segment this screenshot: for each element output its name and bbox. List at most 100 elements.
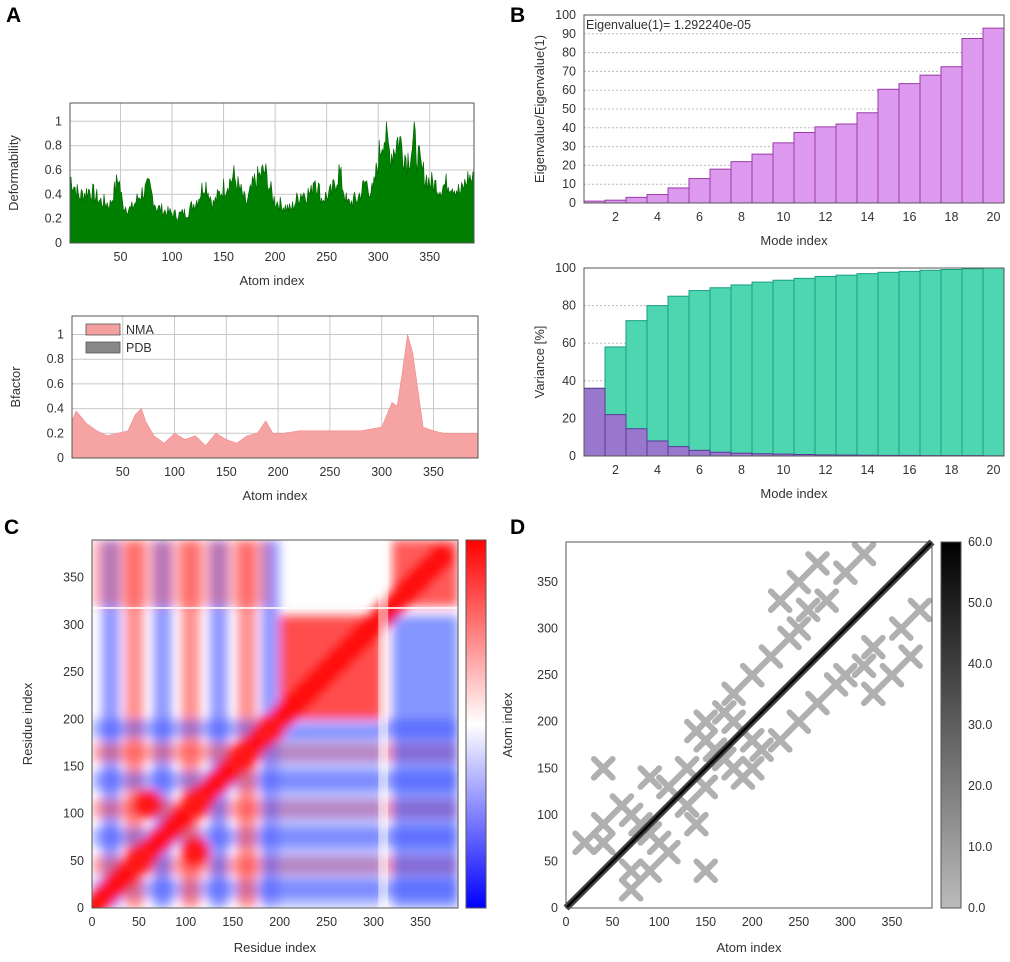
x-tick-label: 6 bbox=[696, 210, 703, 224]
bar bbox=[625, 428, 648, 457]
y-tick-label: 60 bbox=[562, 336, 576, 350]
bar bbox=[793, 132, 816, 204]
bar bbox=[898, 270, 921, 457]
bar bbox=[667, 295, 690, 457]
y-tick-label: 200 bbox=[537, 715, 558, 729]
colorbar-tick-label: 40.0 bbox=[968, 657, 992, 671]
y-tick-label: 80 bbox=[562, 46, 576, 60]
colorbar-tick-label: 0.0 bbox=[968, 901, 985, 915]
y-tick-label: 0.2 bbox=[45, 212, 62, 226]
y-tick-label: 0 bbox=[569, 196, 576, 210]
panel-label-a: A bbox=[6, 4, 21, 27]
bar bbox=[772, 142, 795, 204]
x-tick-label: 18 bbox=[945, 210, 959, 224]
y-axis-label: Eigenvalue/Eigenvalue(1) bbox=[532, 35, 547, 183]
x-tick-label: 2 bbox=[612, 210, 619, 224]
bar bbox=[688, 290, 711, 457]
x-tick-label: 200 bbox=[268, 465, 289, 479]
y-tick-label: 50 bbox=[562, 102, 576, 116]
y-axis-label: Atom index bbox=[500, 692, 515, 758]
x-tick-label: 20 bbox=[987, 210, 1001, 224]
y-tick-label: 0.4 bbox=[45, 187, 62, 201]
x-tick-label: 300 bbox=[363, 915, 384, 929]
x-tick-label: 150 bbox=[213, 250, 234, 264]
bar bbox=[919, 269, 942, 457]
x-tick-label: 2 bbox=[612, 463, 619, 477]
colorbar-tick-label: 60.0 bbox=[968, 535, 992, 549]
x-tick-label: 350 bbox=[410, 915, 431, 929]
elastic-network-map: 0 50 100 150 200 250 300 350 0 50 100 150 200 250 300 3… bbox=[500, 535, 992, 955]
bfactor-chart: 50 100 150 200 250 300 350 0 0.2 0.4 0.6 0.8 1 Atom i… bbox=[8, 315, 479, 503]
x-tick-label: 8 bbox=[738, 463, 745, 477]
bar bbox=[940, 66, 963, 204]
covariance-map: 0 50 100 150 200 250 300 350 0 50 100 150 200 250 300 3… bbox=[20, 539, 487, 955]
variance-chart: 0 20 40 60 80 100 2 4 6 8 10 12 14 16 18 20 Mode index Va… bbox=[532, 261, 1005, 501]
x-tick-label: 250 bbox=[319, 465, 340, 479]
series-area bbox=[71, 334, 479, 459]
y-tick-label: 1 bbox=[57, 328, 64, 342]
colorbar-tick-label: 30.0 bbox=[968, 718, 992, 732]
x-tick-label: 100 bbox=[649, 915, 670, 929]
y-tick-label: 300 bbox=[63, 618, 84, 632]
x-tick-label: 150 bbox=[216, 465, 237, 479]
contact-frame bbox=[565, 541, 933, 909]
y-axis-label: Residue index bbox=[20, 682, 35, 765]
y-tick-label: 100 bbox=[537, 808, 558, 822]
bar bbox=[688, 449, 711, 457]
x-tick-label: 100 bbox=[175, 915, 196, 929]
bar bbox=[982, 267, 1005, 457]
x-tick-label: 6 bbox=[696, 463, 703, 477]
x-tick-label: 100 bbox=[162, 250, 183, 264]
y-tick-label: 100 bbox=[555, 261, 576, 275]
x-tick-label: 200 bbox=[269, 915, 290, 929]
y-tick-label: 0.4 bbox=[47, 402, 64, 416]
eigenvalue-chart: 0 10 20 30 40 50 60 70 80 90 100 2 4 6 8 10 12 14 16 18 20 Mo… bbox=[532, 8, 1005, 248]
bar bbox=[814, 126, 837, 204]
x-tick-label: 50 bbox=[114, 250, 128, 264]
y-tick-label: 70 bbox=[562, 64, 576, 78]
bar bbox=[856, 273, 879, 457]
bar bbox=[772, 279, 795, 457]
y-tick-label: 250 bbox=[537, 668, 558, 682]
x-tick-label: 4 bbox=[654, 210, 661, 224]
x-axis-label: Atom index bbox=[242, 488, 308, 503]
bar bbox=[919, 74, 942, 204]
y-tick-label: 40 bbox=[562, 121, 576, 135]
x-tick-label: 14 bbox=[861, 463, 875, 477]
y-axis-label: Variance [%] bbox=[532, 326, 547, 399]
x-tick-label: 16 bbox=[903, 463, 917, 477]
y-tick-label: 10 bbox=[562, 177, 576, 191]
y-tick-label: 300 bbox=[537, 622, 558, 636]
y-tick-label: 0 bbox=[77, 901, 84, 915]
bar bbox=[982, 27, 1005, 204]
y-tick-label: 0.8 bbox=[45, 139, 62, 153]
x-tick-label: 350 bbox=[882, 915, 903, 929]
x-tick-label: 350 bbox=[419, 250, 440, 264]
bar bbox=[625, 196, 648, 204]
bar bbox=[646, 440, 669, 457]
legend-label: NMA bbox=[126, 323, 154, 337]
bar bbox=[604, 414, 627, 457]
y-tick-label: 50 bbox=[70, 854, 84, 868]
y-tick-label: 0 bbox=[569, 449, 576, 463]
y-tick-label: 60 bbox=[562, 83, 576, 97]
y-tick-label: 0 bbox=[55, 236, 62, 250]
bar bbox=[667, 187, 690, 204]
bar bbox=[877, 88, 900, 204]
x-tick-label: 14 bbox=[861, 210, 875, 224]
x-tick-label: 8 bbox=[738, 210, 745, 224]
bar bbox=[793, 277, 816, 457]
y-tick-label: 350 bbox=[63, 571, 84, 585]
y-tick-label: 0 bbox=[57, 451, 64, 465]
x-tick-label: 10 bbox=[777, 210, 791, 224]
x-tick-label: 16 bbox=[903, 210, 917, 224]
x-axis-label: Atom index bbox=[239, 273, 305, 288]
panel-label-c: C bbox=[4, 516, 19, 539]
x-axis-label: Atom index bbox=[716, 940, 782, 955]
x-tick-label: 10 bbox=[777, 463, 791, 477]
y-tick-label: 20 bbox=[562, 411, 576, 425]
bar bbox=[835, 274, 858, 457]
bar bbox=[583, 387, 606, 457]
bar bbox=[709, 168, 732, 204]
